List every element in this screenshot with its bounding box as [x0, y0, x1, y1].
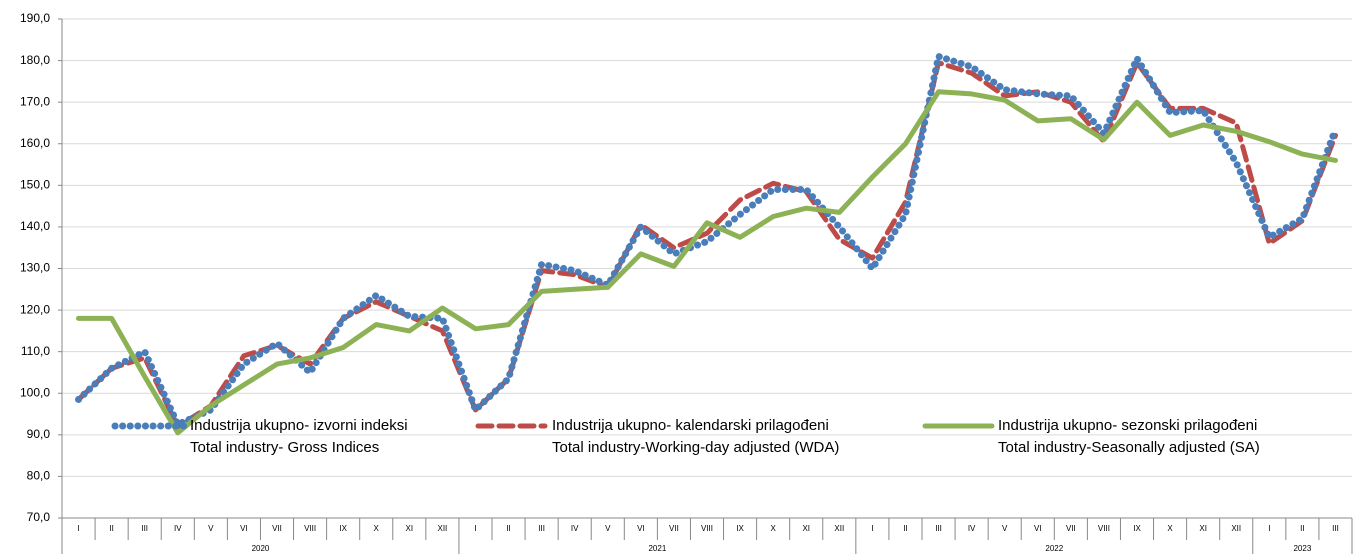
x-tick-label: I	[77, 524, 79, 533]
x-tick-label: I	[1268, 524, 1270, 533]
y-tick-label: 110,0	[21, 344, 50, 358]
x-tick-label: X	[770, 524, 776, 533]
x-tick-label: VII	[669, 524, 679, 533]
x-tick-label: IV	[174, 524, 182, 533]
x-tick-label: IV	[571, 524, 579, 533]
x-tick-label: II	[903, 524, 907, 533]
x-tick-label: XI	[406, 524, 414, 533]
x-tick-label: IX	[339, 524, 347, 533]
x-tick-label: III	[538, 524, 545, 533]
y-tick-label: 130,0	[20, 261, 50, 275]
x-tick-label: IX	[1133, 524, 1141, 533]
x-tick-label: V	[208, 524, 214, 533]
x-tick-label: XII	[437, 524, 447, 533]
x-tick-label: XII	[834, 524, 844, 533]
x-tick-label: VI	[1034, 524, 1042, 533]
y-tick-label: 140,0	[20, 219, 50, 233]
y-tick-label: 170,0	[20, 94, 50, 108]
x-group-label: 2023	[1293, 544, 1311, 553]
x-tick-label: I	[871, 524, 873, 533]
y-tick-label: 100,0	[20, 385, 50, 399]
series-line	[76, 89, 1338, 436]
series-line	[75, 52, 1339, 428]
x-tick-label: V	[1002, 524, 1008, 533]
x-tick-label: IV	[968, 524, 976, 533]
x-tick-label: III	[141, 524, 148, 533]
legend-label: Industrija ukupno- sezonski prilagođeni T…	[998, 417, 1260, 456]
x-tick-label: I	[474, 524, 476, 533]
x-tick-label: VI	[240, 524, 248, 533]
x-tick-label: VII	[272, 524, 282, 533]
x-tick-label: III	[935, 524, 942, 533]
x-tick-label: XI	[1199, 524, 1207, 533]
y-tick-label: 150,0	[20, 178, 50, 192]
x-group-label: 2022	[1045, 544, 1063, 553]
y-tick-label: 80,0	[27, 469, 51, 483]
x-tick-label: VIII	[1098, 524, 1110, 533]
x-tick-label: X	[374, 524, 380, 533]
x-group-label: 2021	[648, 544, 666, 553]
legend-label: Industrija ukupno- izvorni indeksi Total …	[190, 417, 408, 456]
x-tick-label: VIII	[304, 524, 316, 533]
x-tick-label: II	[109, 524, 113, 533]
x-tick-label: V	[605, 524, 611, 533]
y-tick-label: 190,0	[20, 11, 50, 25]
x-tick-label: VII	[1066, 524, 1076, 533]
y-tick-label: 70,0	[27, 510, 51, 524]
x-tick-label: VIII	[701, 524, 713, 533]
x-tick-label: III	[1332, 524, 1339, 533]
y-tick-label: 120,0	[20, 302, 50, 316]
y-tick-label: 180,0	[20, 53, 50, 67]
x-tick-label: XI	[802, 524, 810, 533]
x-tick-label: VI	[637, 524, 645, 533]
series-line	[76, 60, 1338, 429]
x-tick-label: II	[506, 524, 510, 533]
legend-label: Industrija ukupno- kalendarski prilagođe…	[552, 417, 839, 456]
y-tick-label: 160,0	[20, 136, 50, 150]
x-tick-label: X	[1167, 524, 1173, 533]
x-tick-label: II	[1300, 524, 1304, 533]
x-tick-label: IX	[736, 524, 744, 533]
x-group-label: 2020	[252, 544, 270, 553]
y-tick-label: 90,0	[27, 427, 51, 441]
x-tick-label: XII	[1231, 524, 1241, 533]
